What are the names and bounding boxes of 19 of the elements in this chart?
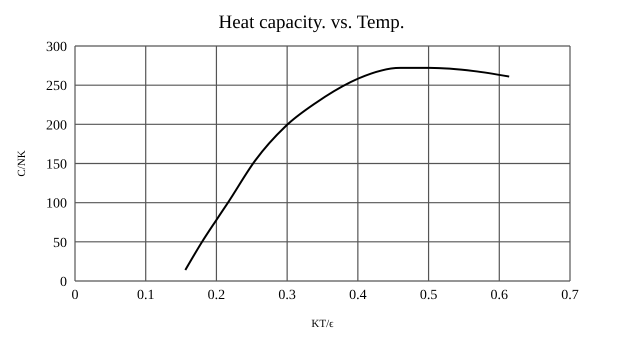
- y-tick-label: 0: [60, 274, 67, 290]
- y-tick-label: 200: [46, 118, 67, 134]
- x-tick-label: 0.5: [420, 288, 438, 303]
- y-axis-title: C/NK: [16, 150, 28, 177]
- x-axis-title: KT/ϵ: [311, 318, 334, 330]
- y-tick-label: 150: [46, 157, 67, 172]
- x-tick-label: 0.3: [278, 288, 296, 303]
- y-tick-label: 300: [46, 40, 67, 55]
- x-tick-label: 0.1: [136, 288, 154, 303]
- x-tick-label: 0.6: [490, 288, 508, 303]
- y-tick-label: 50: [53, 236, 67, 251]
- x-tick-label: 0.2: [208, 288, 226, 303]
- x-tick-label: 0: [72, 288, 78, 303]
- chart-title: Heat capacity. vs. Temp.: [218, 11, 406, 35]
- x-tick-label: 0.4: [349, 288, 367, 303]
- line-series: [184, 66, 510, 272]
- x-tick-label: 0.7: [561, 288, 579, 303]
- y-tick-label: 100: [46, 196, 67, 212]
- y-tick-label: 250: [46, 79, 67, 94]
